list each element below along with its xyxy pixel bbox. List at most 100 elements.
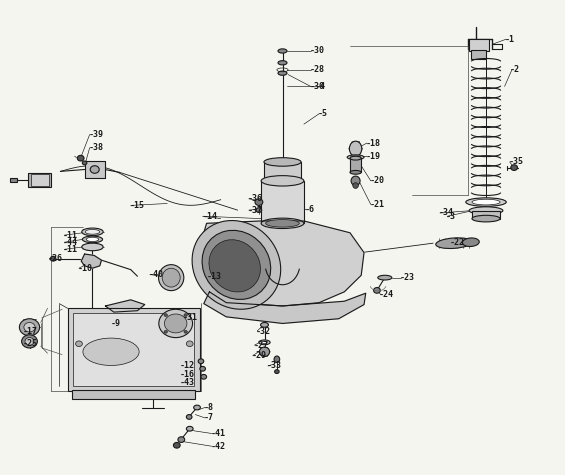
Ellipse shape (82, 228, 103, 236)
Bar (471, 50, 486, 59)
Text: -42: -42 (211, 442, 225, 451)
Ellipse shape (264, 177, 301, 185)
Circle shape (184, 331, 188, 333)
Text: -32: -32 (255, 326, 271, 335)
Circle shape (256, 208, 262, 212)
Circle shape (76, 341, 82, 347)
Ellipse shape (472, 215, 500, 222)
Ellipse shape (280, 215, 285, 220)
Text: -41: -41 (211, 429, 225, 438)
Circle shape (50, 256, 56, 261)
Ellipse shape (202, 230, 271, 299)
Circle shape (159, 309, 193, 338)
Text: -21: -21 (370, 200, 385, 209)
Ellipse shape (259, 340, 270, 345)
Text: -27: -27 (253, 341, 268, 350)
Ellipse shape (351, 176, 360, 186)
Ellipse shape (472, 199, 500, 205)
Ellipse shape (274, 356, 280, 362)
Circle shape (164, 331, 167, 333)
Ellipse shape (186, 415, 192, 419)
Bar (73, 313, 194, 386)
Ellipse shape (260, 323, 268, 327)
Text: -13: -13 (207, 272, 221, 281)
Ellipse shape (349, 141, 362, 156)
Circle shape (82, 161, 87, 165)
Ellipse shape (82, 236, 103, 243)
Text: -40: -40 (149, 270, 164, 279)
Circle shape (77, 155, 84, 161)
Text: -7: -7 (204, 413, 214, 422)
Circle shape (198, 359, 204, 363)
Bar (68, 308, 200, 391)
Text: -5: -5 (318, 109, 327, 118)
Circle shape (24, 323, 35, 332)
Text: -1: -1 (505, 35, 515, 44)
Text: -36: -36 (247, 194, 263, 203)
Text: -16: -16 (180, 370, 195, 379)
Circle shape (373, 287, 380, 293)
Ellipse shape (261, 218, 304, 228)
Text: -35: -35 (508, 157, 524, 166)
Text: -20: -20 (370, 176, 385, 185)
Bar (261, 181, 304, 223)
Ellipse shape (178, 437, 185, 442)
Circle shape (201, 374, 207, 379)
Bar (472, 210, 500, 219)
Circle shape (21, 335, 37, 348)
Circle shape (186, 341, 193, 347)
Ellipse shape (278, 61, 287, 65)
Circle shape (19, 319, 40, 336)
Text: -12: -12 (180, 361, 195, 371)
Text: -23: -23 (399, 273, 415, 282)
Polygon shape (81, 254, 102, 268)
Circle shape (164, 314, 187, 333)
Ellipse shape (209, 240, 260, 292)
Ellipse shape (259, 347, 270, 357)
Text: -33: -33 (267, 361, 282, 371)
Ellipse shape (264, 158, 301, 166)
Ellipse shape (261, 176, 304, 186)
Text: -44: -44 (63, 238, 78, 247)
Ellipse shape (86, 238, 99, 241)
Ellipse shape (82, 243, 103, 251)
Ellipse shape (159, 265, 184, 291)
Ellipse shape (347, 155, 364, 160)
Circle shape (511, 165, 518, 171)
Circle shape (200, 366, 206, 371)
Ellipse shape (466, 198, 506, 206)
Circle shape (164, 314, 167, 316)
Text: -11: -11 (63, 231, 78, 240)
Ellipse shape (378, 276, 392, 280)
Text: -4: -4 (316, 82, 326, 91)
Ellipse shape (350, 171, 361, 174)
Ellipse shape (266, 219, 299, 227)
Text: -38: -38 (89, 143, 103, 152)
Polygon shape (106, 300, 145, 312)
Circle shape (275, 370, 279, 373)
Ellipse shape (192, 220, 281, 309)
Ellipse shape (350, 156, 360, 159)
Circle shape (173, 442, 180, 448)
Text: -43: -43 (180, 379, 195, 388)
Circle shape (90, 166, 99, 173)
Text: -28: -28 (310, 66, 324, 75)
Circle shape (184, 314, 188, 316)
Text: -18: -18 (366, 139, 381, 148)
Ellipse shape (85, 229, 100, 234)
Polygon shape (197, 221, 364, 306)
Bar (350, 158, 361, 172)
Bar (85, 161, 105, 179)
Ellipse shape (83, 338, 139, 365)
Text: -15: -15 (129, 201, 145, 210)
Bar (85, 161, 105, 179)
Text: -34: -34 (439, 209, 454, 218)
Ellipse shape (350, 156, 361, 160)
Text: -2: -2 (510, 66, 520, 75)
Text: -24: -24 (379, 290, 394, 299)
Text: -31: -31 (182, 314, 197, 322)
Bar (72, 390, 195, 399)
Ellipse shape (436, 238, 472, 248)
Ellipse shape (278, 49, 287, 53)
Ellipse shape (469, 207, 503, 214)
